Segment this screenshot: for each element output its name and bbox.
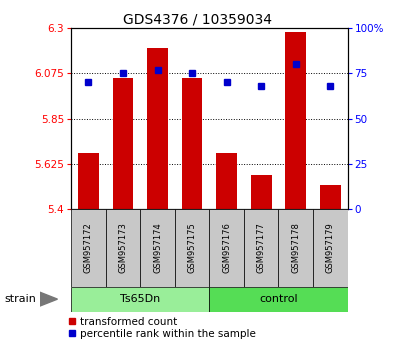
- Bar: [313, 209, 348, 287]
- Text: GSM957174: GSM957174: [153, 222, 162, 273]
- Legend: transformed count, percentile rank within the sample: transformed count, percentile rank withi…: [68, 317, 256, 339]
- Bar: [106, 209, 140, 287]
- Text: Ts65Dn: Ts65Dn: [120, 294, 160, 304]
- Polygon shape: [40, 292, 58, 306]
- Bar: [251, 175, 272, 209]
- Text: GDS4376 / 10359034: GDS4376 / 10359034: [123, 12, 272, 27]
- Bar: [216, 153, 237, 209]
- Text: GSM957176: GSM957176: [222, 222, 231, 273]
- Bar: [71, 209, 106, 287]
- Bar: [175, 209, 209, 287]
- Bar: [113, 79, 134, 209]
- Bar: [278, 209, 313, 287]
- Text: strain: strain: [4, 294, 36, 304]
- Text: GSM957177: GSM957177: [257, 222, 266, 273]
- Bar: [285, 32, 306, 209]
- Text: GSM957172: GSM957172: [84, 222, 93, 273]
- Text: GSM957178: GSM957178: [291, 222, 300, 273]
- Bar: [209, 209, 244, 287]
- Text: GSM957175: GSM957175: [188, 222, 197, 273]
- Bar: [209, 287, 348, 312]
- Bar: [182, 79, 202, 209]
- Text: control: control: [259, 294, 298, 304]
- Bar: [320, 185, 340, 209]
- Bar: [147, 48, 168, 209]
- Text: GSM957173: GSM957173: [118, 222, 128, 273]
- Bar: [244, 209, 278, 287]
- Text: GSM957179: GSM957179: [326, 222, 335, 273]
- Bar: [71, 287, 209, 312]
- Bar: [78, 153, 99, 209]
- Bar: [140, 209, 175, 287]
